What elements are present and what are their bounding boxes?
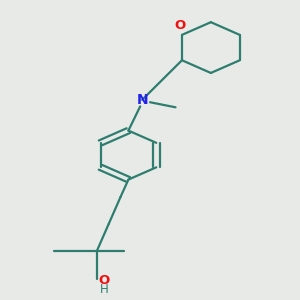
Text: O: O — [174, 20, 186, 32]
Text: H: H — [100, 283, 108, 296]
Text: O: O — [98, 274, 110, 287]
Text: N: N — [136, 93, 148, 107]
